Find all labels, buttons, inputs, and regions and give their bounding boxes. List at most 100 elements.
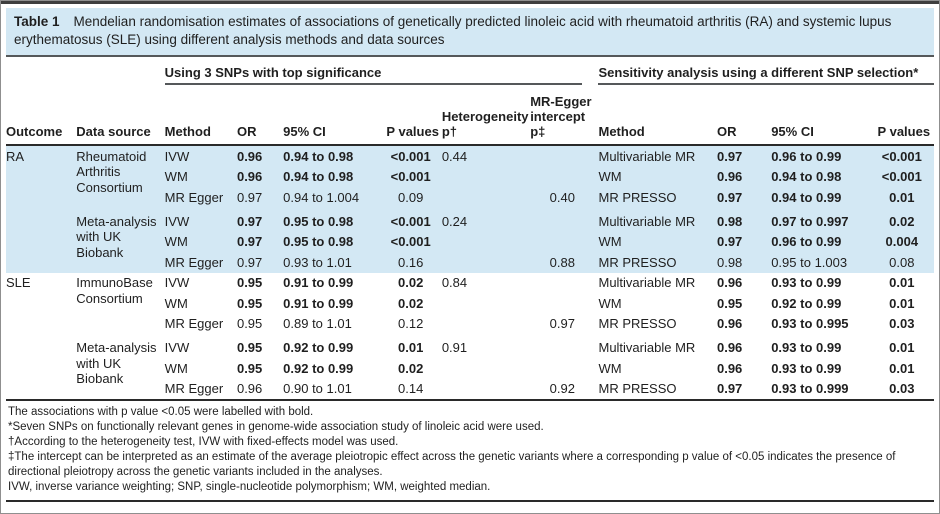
sensitivity-or-cell: 0.96 (716, 316, 743, 331)
mr-egger-intercept-p-cell (530, 358, 598, 379)
sensitivity-p-value-cell: 0.01 (889, 360, 915, 376)
mr-egger-intercept-p-cell (530, 166, 599, 187)
method-cell: WM (164, 360, 188, 376)
sensitivity-p-value-cell: <0.001 (873, 145, 934, 167)
p-value-cell: 0.02 (398, 295, 424, 311)
heterogeneity-p-cell (442, 293, 530, 314)
or-cell: 0.95 (236, 295, 263, 311)
sensitivity-method-cell: MR PRESSO (598, 187, 717, 208)
sensitivity-p-value-cell: 0.01 (889, 340, 915, 355)
sensitivity-or-cell: 0.96 (716, 166, 772, 187)
ci-cell: 0.94 to 1.004 (283, 187, 384, 208)
sensitivity-method-cell: Multivariable MR (598, 340, 696, 355)
group-header-sensitivity: Sensitivity analysis using a different S… (598, 65, 934, 85)
sensitivity-p-value-cell: <0.001 (873, 166, 934, 187)
table-number: Table 1 (14, 14, 60, 29)
table-row: WM 0.95 0.91 to 0.99 0.02 WM 0.95 0.92 to 0.99… (6, 293, 934, 314)
table-row: WM 0.97 0.95 to 0.98 <0.001 WM 0.97 0.96 to 0.… (6, 231, 934, 252)
or-cell: 0.97 (236, 207, 284, 232)
data-source-cell: ImmunoBase Consortium (76, 275, 153, 306)
outcome-cell: SLE (6, 275, 31, 290)
sensitivity-method-cell: WM (598, 360, 622, 376)
column-header-row: Outcome Data source Method OR 95% CI P v… (6, 85, 934, 146)
or-cell: 0.97 (236, 187, 284, 208)
ci-cell: 0.95 to 0.98 (283, 207, 384, 232)
column-header-or-1: OR (236, 85, 284, 146)
heterogeneity-p-cell: 0.44 (441, 145, 531, 167)
sensitivity-method-cell: WM (598, 231, 717, 252)
method-cell: IVW (164, 340, 190, 355)
ci-cell: 0.92 to 0.99 (283, 340, 354, 355)
sensitivity-or-cell: 0.97 (716, 145, 772, 167)
or-cell: 0.96 (236, 381, 263, 396)
method-cell: MR Egger (164, 187, 237, 208)
sensitivity-ci-cell: 0.93 to 0.995 (771, 316, 849, 331)
heterogeneity-p-cell (442, 358, 530, 379)
or-cell: 0.95 (236, 275, 263, 290)
sensitivity-ci-cell: 0.97 to 0.997 (771, 207, 874, 232)
ci-cell: 0.93 to 1.01 (283, 252, 384, 273)
sensitivity-ci-cell: 0.94 to 0.99 (771, 187, 874, 208)
p-value-cell: <0.001 (383, 207, 442, 232)
or-cell: 0.95 (236, 316, 263, 331)
sensitivity-p-value-cell: 0.02 (873, 207, 934, 232)
sensitivity-or-cell: 0.95 (716, 295, 743, 311)
sensitivity-ci-cell: 0.93 to 0.99 (771, 275, 842, 290)
sensitivity-or-cell: 0.97 (716, 231, 772, 252)
footnote-asterisk: *Seven SNPs on functionally relevant gen… (8, 421, 544, 433)
sensitivity-ci-cell: 0.94 to 0.98 (771, 166, 874, 187)
column-header-method-2: Method (598, 85, 717, 146)
sensitivity-or-cell: 0.98 (716, 252, 772, 273)
table-row: MR Egger 0.97 0.94 to 1.004 0.09 0.40 MR PRES… (6, 187, 934, 208)
table-row: Meta-analysis with UK Biobank IVW 0.95 0.92… (6, 334, 934, 386)
p-value-cell: <0.001 (383, 231, 442, 252)
heterogeneity-p-cell: 0.91 (441, 340, 468, 355)
sensitivity-ci-cell: 0.92 to 0.99 (771, 295, 842, 311)
ci-cell: 0.92 to 0.99 (283, 360, 354, 376)
sensitivity-p-value-cell: 0.01 (889, 275, 915, 290)
method-cell: MR Egger (164, 381, 224, 396)
p-value-cell: 0.02 (398, 275, 424, 290)
sensitivity-ci-cell: 0.93 to 0.99 (771, 340, 842, 355)
method-cell: WM (164, 295, 188, 311)
ci-cell: 0.89 to 1.01 (283, 316, 352, 331)
sensitivity-or-cell: 0.96 (716, 360, 743, 376)
method-cell: IVW (164, 207, 237, 232)
sensitivity-or-cell: 0.97 (716, 381, 743, 396)
ci-cell: 0.90 to 1.01 (283, 381, 352, 396)
sensitivity-method-cell: MR PRESSO (598, 316, 677, 331)
group-header-cell-1: Using 3 SNPs with top significance (164, 57, 599, 85)
sensitivity-p-value-cell: 0.03 (889, 381, 915, 396)
footnote-double-dagger: ‡The intercept can be interpreted as an … (8, 451, 896, 478)
method-cell: WM (164, 231, 237, 252)
sensitivity-ci-cell: 0.96 to 0.99 (771, 145, 874, 167)
group-header-cell-2: Sensitivity analysis using a different S… (598, 57, 934, 85)
sensitivity-ci-cell: 0.95 to 1.003 (771, 252, 874, 273)
table-caption-bar: Table 1 Mendelian randomisation estimates… (6, 8, 934, 57)
sensitivity-method-cell: Multivariable MR (598, 275, 696, 290)
sensitivity-method-cell: WM (598, 295, 622, 311)
method-cell: MR Egger (164, 252, 237, 273)
or-cell: 0.97 (236, 252, 284, 273)
mr-egger-intercept-p-cell (530, 293, 598, 314)
sensitivity-method-cell: WM (598, 166, 717, 187)
or-cell: 0.96 (236, 166, 284, 187)
p-value-cell: 0.09 (383, 187, 442, 208)
ci-cell: 0.94 to 0.98 (283, 145, 384, 167)
method-cell: IVW (164, 275, 190, 290)
group-header-row: Using 3 SNPs with top significance Sensi… (6, 57, 934, 85)
or-cell: 0.97 (236, 231, 284, 252)
sensitivity-p-value-cell: 0.01 (889, 295, 915, 311)
p-value-cell: <0.001 (383, 145, 442, 167)
column-header-method-1: Method (164, 85, 237, 146)
sensitivity-method-cell: MR PRESSO (598, 381, 677, 396)
data-source-cell: Meta-analysis with UK Biobank (76, 207, 165, 273)
sensitivity-or-cell: 0.96 (716, 275, 743, 290)
mr-estimates-table: Using 3 SNPs with top significance Sensi… (6, 57, 934, 401)
heterogeneity-p-cell: 0.24 (441, 207, 531, 232)
p-value-cell: 0.02 (398, 360, 424, 376)
column-header-heterogeneity-p: Heterogeneity p† (441, 85, 531, 146)
table-caption-text: Mendelian randomisation estimates of ass… (14, 14, 892, 47)
sensitivity-p-value-cell: 0.01 (873, 187, 934, 208)
